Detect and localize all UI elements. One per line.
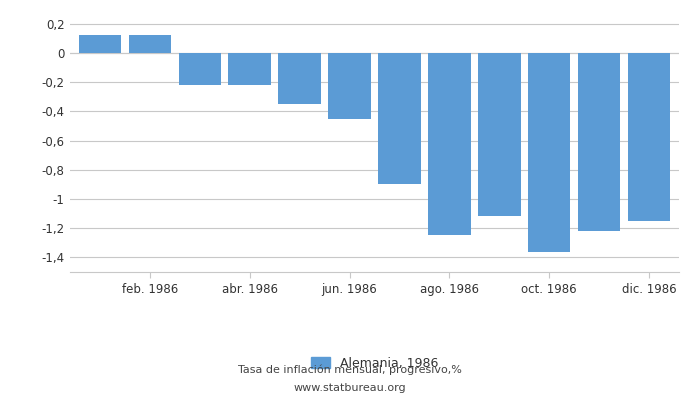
Bar [478,53,521,216]
Bar [578,53,620,231]
Legend: Alemania, 1986: Alemania, 1986 [306,352,443,375]
Bar [378,53,421,184]
Bar [178,53,221,85]
Bar [78,35,121,53]
Bar [428,53,470,236]
Bar [129,35,171,53]
Bar [228,53,271,85]
Text: Tasa de inflación mensual, progresivo,%: Tasa de inflación mensual, progresivo,% [238,365,462,375]
Bar [279,53,321,104]
Bar [528,53,570,252]
Bar [328,53,371,119]
Bar [628,53,671,221]
Text: www.statbureau.org: www.statbureau.org [294,383,406,393]
